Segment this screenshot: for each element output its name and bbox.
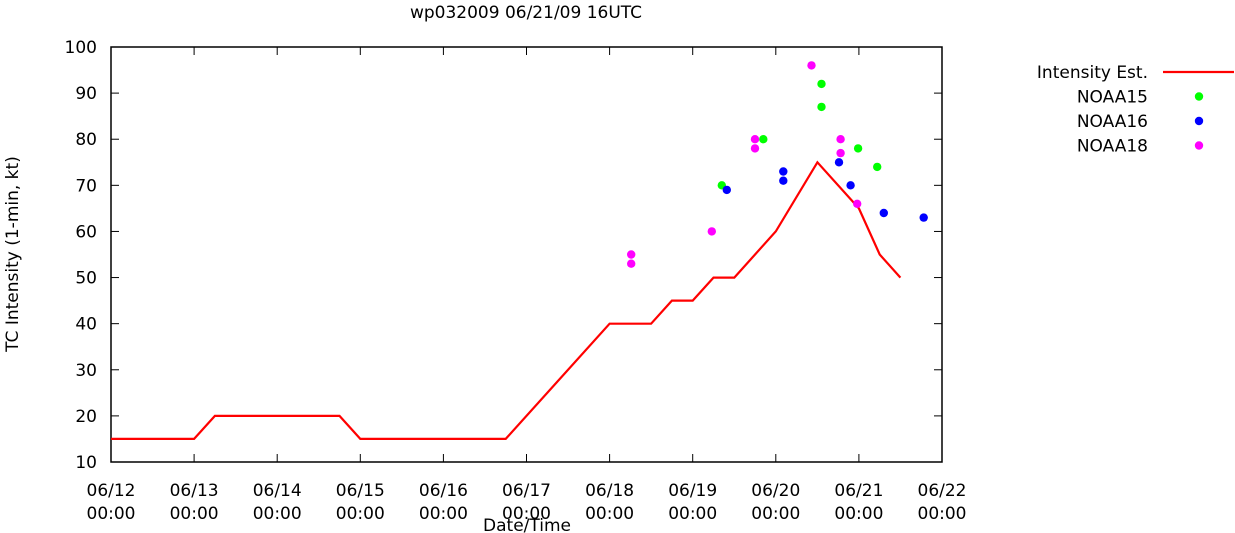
y-tick-label: 10 [75,453,97,473]
plot-frame [110,46,943,463]
data-point [817,79,826,89]
y-tick-label: 80 [75,130,97,150]
data-point [853,199,862,208]
y-axis: 10 20 30 40 50 60 70 80 90 100 [65,38,942,473]
y-tick-label: 70 [75,176,97,196]
legend-label: NOAA15 [1077,88,1148,108]
legend-label: NOAA18 [1077,137,1148,157]
data-point [853,144,863,153]
x-tick-label-date: 06/13 [170,481,219,501]
x-tick-label-time: 00:00 [585,504,634,524]
data-point [759,135,768,144]
data-point [627,250,636,259]
series-noaa16 [722,158,928,222]
data-point [722,185,731,195]
x-tick-label-time: 00:00 [834,504,883,524]
x-tick-label-time: 00:00 [751,504,800,524]
x-tick-label-time: 00:00 [253,504,302,524]
x-tick-label-time: 00:00 [336,504,385,524]
series-noaa15 [717,79,882,190]
data-point [627,259,636,268]
data-point [817,102,826,112]
y-tick-label: 40 [75,315,97,335]
x-tick-label-time: 00:00 [419,504,468,524]
series-intensity-est- [111,160,902,440]
x-tick-label-date: 06/18 [585,481,634,501]
data-point [836,148,845,158]
x-axis-label: Date/Time [483,516,571,533]
data-point [873,162,882,172]
y-tick-label: 60 [75,222,97,242]
x-tick-label-time: 00:00 [170,504,219,524]
series-noaa18 [627,61,862,268]
x-tick-label-date: 06/19 [668,481,717,501]
y-tick-label: 50 [75,269,97,289]
data-point [846,181,855,190]
y-tick-label: 30 [75,361,97,381]
y-tick-label: 90 [75,84,97,104]
x-tick-label-time: 00:00 [918,504,967,524]
data-point [707,227,716,236]
x-tick-label-date: 06/21 [834,481,883,501]
legend-swatch-dot [1194,116,1204,126]
data-point [836,135,845,144]
plot-area [110,46,943,463]
data-point [779,167,788,176]
x-tick-label-date: 06/20 [751,481,800,501]
legend-swatch-dot [1194,141,1204,150]
x-tick-label-date: 06/14 [253,481,302,501]
data-point [779,176,788,185]
x-tick-label-time: 00:00 [502,504,551,524]
y-axis-label: TC Intensity (1-min, kt) [3,156,23,353]
x-tick-label-date: 06/15 [336,481,385,501]
legend-label: NOAA16 [1077,112,1148,132]
data-point [807,61,816,70]
series-layer [111,61,928,440]
x-tick-label-date: 06/16 [419,481,468,501]
legend: Intensity Est. NOAA15 NOAA16 NOAA18 [1037,63,1234,157]
x-tick-label-time: 00:00 [87,504,136,524]
data-point [750,144,760,153]
x-tick-label-date: 06/17 [502,481,551,501]
legend-swatch-dot [1194,92,1204,101]
x-tick-label-date: 06/12 [87,481,136,501]
chart-title: wp032009 06/21/09 16UTC [410,3,642,23]
y-tick-label: 20 [75,407,97,427]
intensity-line [111,160,902,440]
data-point [919,213,928,222]
data-point [879,208,888,218]
legend-label: Intensity Est. [1037,63,1148,83]
data-point [834,158,844,167]
x-tick-label-time: 00:00 [668,504,717,524]
data-point [750,135,760,144]
x-tick-label-date: 06/22 [918,481,967,501]
y-tick-label: 100 [65,38,97,58]
x-axis: 06/12 00:00 06/13 00:00 06/14 00:00 06/15 00:00… [87,47,967,524]
